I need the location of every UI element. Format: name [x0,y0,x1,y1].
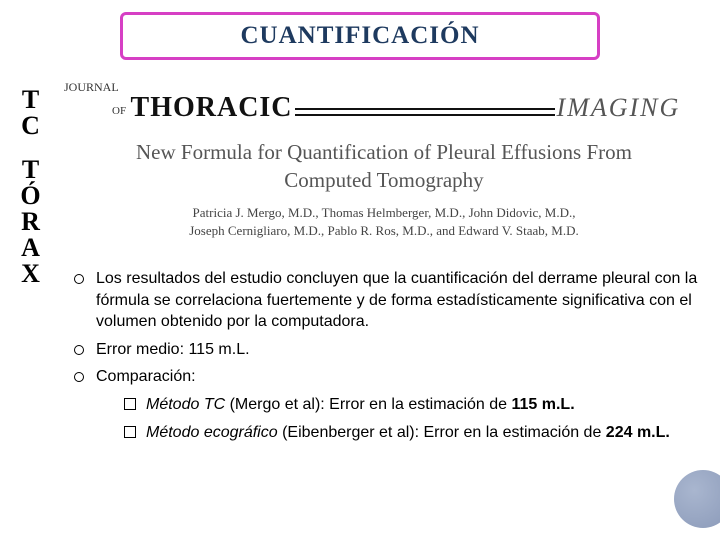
decorative-circle [674,470,720,528]
main-bullet-list: Los resultados del estudio concluyen que… [70,268,700,443]
article-title-line2: Computed Tomography [284,168,483,192]
sub1-italic: Método TC [146,396,225,413]
bullet-2-text: Error medio: 115 m.L. [96,341,250,358]
sidebar-vertical-label: TC TÓRAX [10,85,50,505]
slide-title: CUANTIFICACIÓN [240,22,479,50]
title-box: CUANTIFICACIÓN [120,12,600,60]
bullet-1: Los resultados del estudio concluyen que… [70,268,700,333]
sub-bullet-2: Método ecográfico (Eibenberger et al): E… [122,422,700,444]
sub2-italic: Método ecográfico [146,424,278,441]
article-authors: Patricia J. Mergo, M.D., Thomas Helmberg… [64,204,704,240]
sidebar-word-tc: TC [15,85,45,137]
sub1-bold: 115 m.L. [511,396,574,413]
sub2-bold: 224 m.L. [606,424,670,441]
bullet-3-text: Comparación: [96,368,196,385]
journal-header: JOURNAL OF THORACICIMAGING [64,78,684,124]
authors-line1: Patricia J. Mergo, M.D., Thomas Helmberg… [193,205,576,220]
bullet-2: Error medio: 115 m.L. [70,339,700,361]
sidebar-word-torax: TÓRAX [15,155,45,285]
content-area: Los resultados del estudio concluyen que… [70,268,700,449]
article-title: New Formula for Quantification of Pleura… [64,138,704,195]
sub1-rest: (Mergo et al): Error en la estimación de [225,396,511,413]
sub-bullet-list: Método TC (Mergo et al): Error en la est… [122,394,700,443]
journal-of: OF [112,105,126,117]
sub2-rest: (Eibenberger et al): Error en la estimac… [278,424,606,441]
journal-thoracic: THORACIC [131,92,293,123]
bullet-1-text: Los resultados del estudio concluyen que… [96,270,697,330]
authors-line2: Joseph Cernigliaro, M.D., Pablo R. Ros, … [189,223,579,238]
sub-bullet-1: Método TC (Mergo et al): Error en la est… [122,394,700,416]
journal-imaging: IMAGING [557,93,681,122]
bullet-3: Comparación: Método TC (Mergo et al): Er… [70,366,700,443]
article-title-line1: New Formula for Quantification of Pleura… [136,140,632,164]
journal-divider-lines [295,105,555,119]
